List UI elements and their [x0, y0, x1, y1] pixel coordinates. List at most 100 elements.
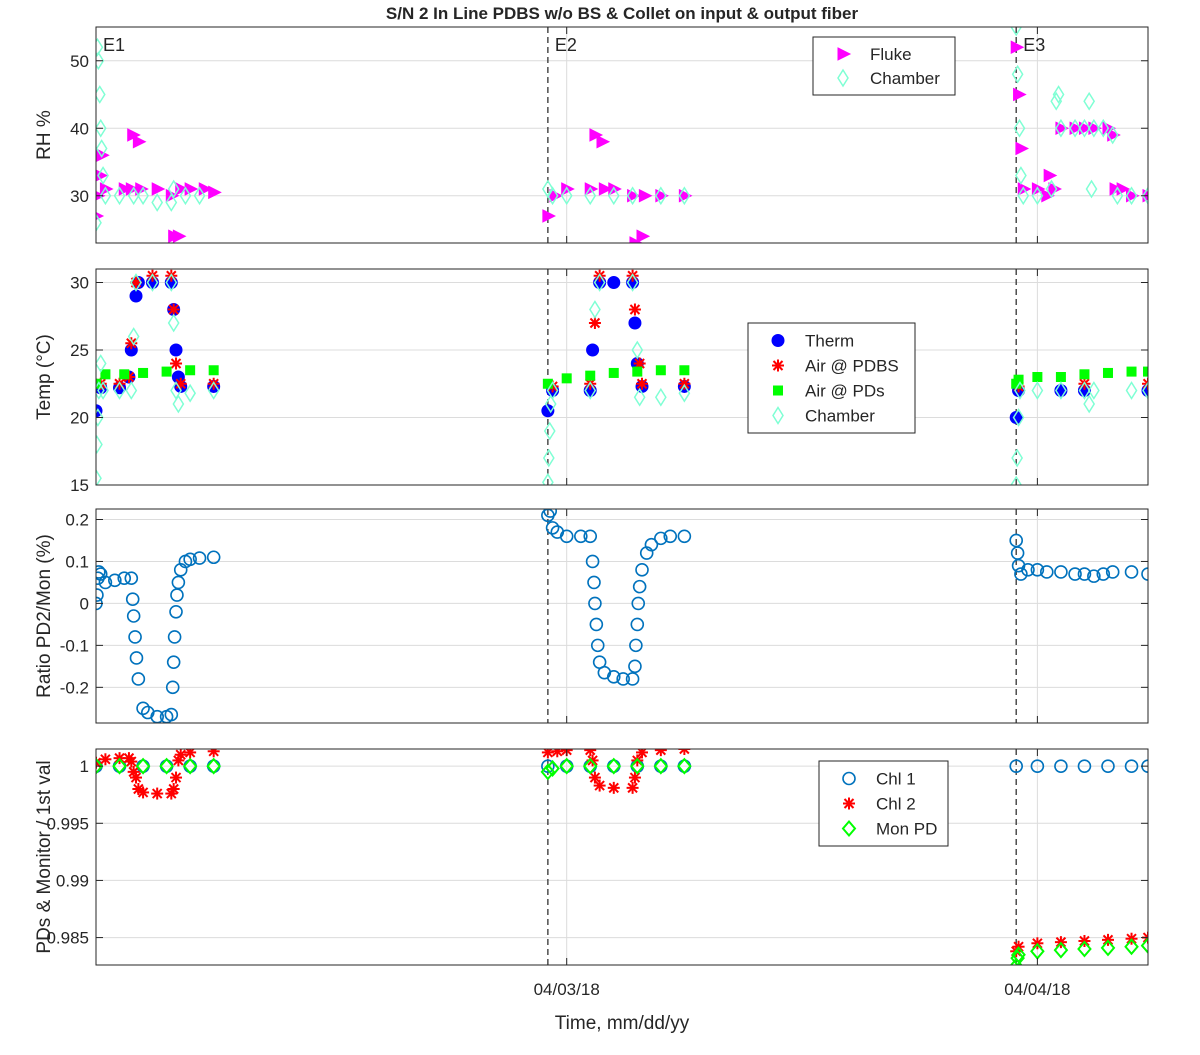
data-point	[1031, 186, 1044, 206]
data-point	[127, 186, 140, 206]
legend-entry: Air @ PDs	[805, 382, 885, 401]
data-point	[584, 381, 597, 400]
data-point	[678, 383, 691, 403]
legend-marker	[772, 406, 784, 425]
data-point	[561, 373, 572, 384]
grid	[96, 509, 1148, 723]
y-tick-label: 15	[70, 476, 89, 495]
y-tick-label: 0.995	[46, 814, 89, 833]
data-point	[587, 575, 601, 590]
data-point	[1015, 141, 1030, 156]
data-point	[653, 757, 669, 775]
data-point	[167, 783, 180, 795]
data-point	[1100, 939, 1116, 957]
y-axis-label: Temp (°C)	[34, 334, 55, 420]
data-point	[583, 529, 598, 544]
data-point	[636, 229, 651, 243]
data-point	[1096, 567, 1111, 581]
data-point	[113, 186, 126, 206]
plot-area	[96, 27, 1148, 243]
data-point	[584, 186, 597, 206]
data-point	[1011, 946, 1026, 964]
data-point	[679, 365, 690, 376]
data-point	[588, 596, 602, 611]
data-point	[626, 273, 639, 292]
event-label: E3	[1023, 35, 1045, 55]
y-tick-label: 0.985	[46, 929, 89, 948]
series-air-pds	[96, 365, 1148, 389]
data-point	[1143, 366, 1148, 377]
legend-marker	[843, 797, 855, 810]
data-point	[678, 377, 691, 390]
data-point	[172, 394, 185, 414]
data-point	[625, 672, 640, 686]
y-tick-label: 30	[70, 274, 89, 293]
data-point	[99, 753, 112, 766]
data-point	[138, 367, 149, 378]
plot-area	[96, 509, 1148, 723]
data-point	[126, 609, 141, 623]
data-point	[654, 186, 667, 206]
data-point	[1097, 118, 1110, 138]
legend-box	[812, 36, 956, 96]
legend: Fluke Chamber	[812, 36, 956, 96]
data-point	[628, 659, 642, 674]
data-point	[607, 186, 620, 206]
data-point	[545, 759, 560, 777]
grid	[96, 749, 1148, 965]
data-point	[1021, 563, 1035, 577]
data-point	[1078, 118, 1091, 138]
data-layer	[96, 509, 1148, 723]
data-point	[543, 509, 558, 518]
legend-entry: Therm	[805, 332, 854, 351]
data-point	[125, 337, 138, 350]
data-point	[630, 617, 645, 632]
panel-3: -0.2 -0.1 0 0.1 0.2 Ratio PD2/Mon (%)	[34, 508, 1149, 724]
data-point	[1011, 448, 1024, 468]
data-point	[543, 421, 556, 441]
data-point	[167, 313, 180, 333]
data-point	[170, 771, 183, 784]
axes-box	[95, 26, 1149, 244]
event-label: E1	[103, 35, 125, 55]
data-point	[631, 596, 646, 611]
y-axis-label: Ratio PD2/Mon (%)	[34, 534, 55, 698]
data-point	[588, 317, 601, 329]
data-point	[545, 521, 560, 535]
data-point	[165, 273, 178, 292]
legend-entry: Chamber	[870, 69, 940, 88]
data-point	[108, 573, 122, 588]
data-point	[582, 757, 598, 775]
data-point	[1013, 87, 1027, 102]
data-point	[125, 592, 140, 607]
data-point	[628, 316, 642, 330]
data-point	[130, 771, 143, 784]
legend-entry: Air @ PDBS	[805, 357, 899, 376]
data-point	[97, 166, 109, 185]
data-point	[175, 182, 189, 196]
data-point	[171, 575, 186, 590]
y-tick-label: 0	[80, 594, 89, 613]
data-point	[159, 757, 174, 775]
data-point	[607, 781, 620, 794]
data-point	[606, 670, 621, 684]
data-point	[96, 381, 105, 400]
data-point	[1106, 125, 1119, 145]
y-tick-label: 1	[80, 757, 89, 776]
legend-box	[818, 760, 949, 847]
data-point	[99, 186, 112, 206]
data-point	[585, 554, 600, 569]
data-point	[132, 134, 147, 149]
data-point	[1013, 374, 1024, 385]
data-point	[117, 571, 132, 586]
legend-marker	[842, 771, 856, 786]
data-point	[546, 186, 559, 206]
plot-area	[96, 749, 1148, 965]
data-point	[1140, 937, 1148, 955]
data-point	[1102, 367, 1113, 378]
data-point	[1077, 759, 1092, 773]
legend-entry: Chl 2	[876, 795, 916, 814]
data-point	[598, 182, 613, 196]
data-point	[1141, 567, 1148, 581]
data-point	[654, 387, 667, 407]
